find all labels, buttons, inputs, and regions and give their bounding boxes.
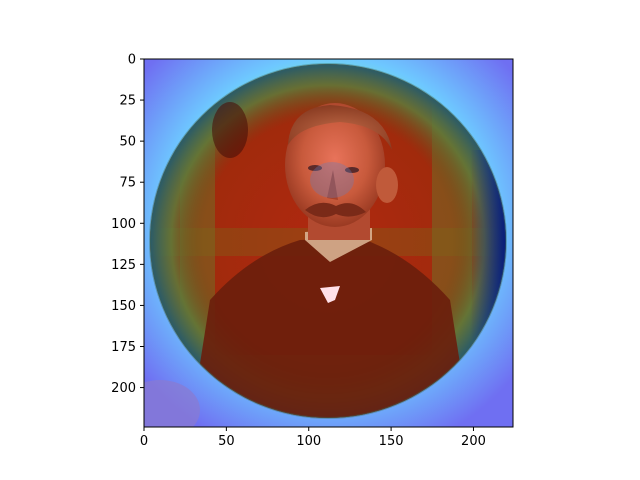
y-tick-label: 25	[119, 94, 136, 109]
x-tick-label: 200	[461, 434, 486, 449]
y-axis: 0 25 50 75 100 125 150 175 200	[111, 53, 144, 396]
y-tick-label: 50	[119, 135, 136, 150]
x-tick-label: 0	[140, 434, 148, 449]
axes-frame	[143, 58, 514, 428]
x-tick-label: 150	[379, 434, 404, 449]
y-tick-label: 0	[128, 53, 136, 68]
x-tick-label: 100	[296, 434, 321, 449]
x-tick-label: 50	[218, 434, 235, 449]
y-tick-label: 150	[111, 299, 136, 314]
y-tick-label: 200	[111, 381, 136, 396]
heatmap-image	[144, 59, 513, 427]
y-tick-label: 175	[111, 340, 136, 355]
y-tick-label: 125	[111, 258, 136, 273]
y-tick-label: 75	[119, 176, 136, 191]
x-axis: 0 50 100 150 200	[140, 427, 486, 449]
y-tick-label: 100	[111, 217, 136, 232]
